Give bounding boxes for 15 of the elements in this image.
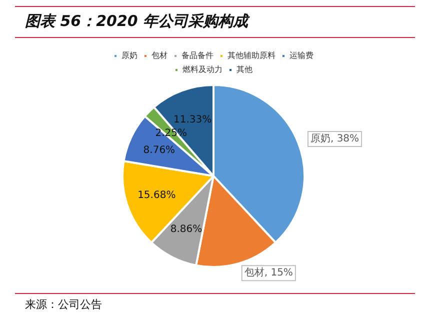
data-label: 15.68%: [138, 190, 176, 201]
data-label: 原奶, 38%: [310, 134, 360, 145]
legend-label: 运输费: [290, 51, 314, 60]
source-note: 来源：公司公告: [25, 298, 102, 311]
data-label: 包材, 15%: [244, 266, 293, 279]
legend-label: 燃料及动力: [182, 65, 222, 74]
legend-label: 备品备件: [182, 51, 214, 60]
data-label: 8.76%: [143, 144, 176, 156]
legend-label: 原奶: [122, 51, 138, 60]
data-label: 11.33%: [173, 114, 212, 126]
legend-label: 包材: [152, 51, 168, 60]
legend-label: 其他: [236, 65, 252, 74]
data-label: 8.86%: [170, 224, 202, 236]
legend-label: 其他辅助原料: [228, 51, 276, 60]
chart-title: 图表 56：2020 年公司采购构成: [25, 12, 248, 31]
